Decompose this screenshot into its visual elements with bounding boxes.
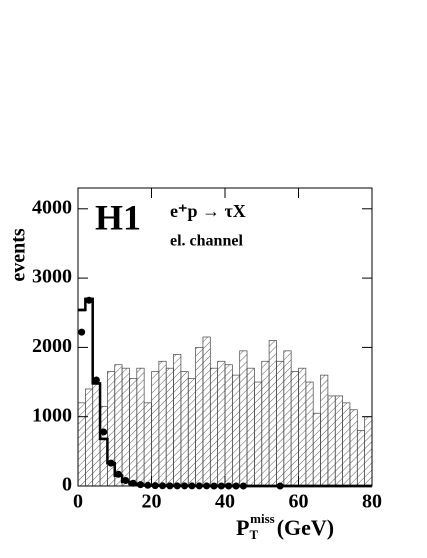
y-axis-label: events — [8, 228, 30, 282]
channel-label: el. channel — [170, 233, 243, 250]
x-tick-label: 40 — [215, 491, 235, 513]
hatched-bar — [246, 367, 255, 487]
data-point — [129, 479, 137, 487]
hatched-bar — [254, 381, 263, 487]
x-label-main: P — [236, 515, 249, 540]
hatched-bar — [202, 336, 211, 487]
data-point — [122, 476, 130, 484]
logo: H1 — [95, 197, 141, 237]
data-point — [92, 376, 100, 384]
x-tick-label: 20 — [142, 491, 162, 513]
hatched-bar — [327, 395, 336, 487]
y-tick-label: 4000 — [32, 196, 72, 218]
y-tick-label: 0 — [62, 474, 72, 496]
hatched-bar — [165, 367, 174, 487]
x-label-sup: miss — [250, 511, 275, 526]
hatched-bar — [121, 367, 130, 487]
hatched-bar — [320, 374, 329, 487]
hatched-bar — [356, 430, 365, 487]
hatched-bar — [349, 409, 358, 487]
hatched-bar — [305, 381, 314, 487]
hatched-bar — [187, 378, 196, 487]
x-axis-label: PTmiss(GeV) — [236, 511, 334, 542]
hatched-bar — [232, 374, 241, 487]
x-tick-label: 80 — [362, 491, 382, 513]
y-tick-label: 3000 — [32, 266, 72, 288]
data-point — [144, 481, 152, 489]
hatched-bar — [180, 371, 189, 487]
hatched-bar — [342, 402, 351, 487]
hatched-bar — [276, 360, 285, 487]
hatched-bar — [261, 360, 270, 487]
data-point — [107, 459, 115, 467]
x-tick-label: 60 — [289, 491, 309, 513]
hatched-bar — [290, 371, 299, 487]
y-tick-label: 1000 — [32, 404, 72, 426]
hatched-bar — [298, 367, 307, 487]
x-tick-label: 0 — [73, 491, 83, 513]
hatched-bar — [195, 347, 204, 487]
hatched-bar — [364, 416, 373, 487]
hatched-bar — [239, 350, 248, 487]
hatched-bar — [268, 340, 277, 487]
hatched-bar — [158, 360, 167, 487]
hatched-bar — [77, 402, 86, 487]
data-point — [85, 296, 93, 304]
hatched-bar — [136, 367, 145, 487]
hatched-bar — [143, 402, 152, 487]
hatched-bar — [84, 388, 94, 487]
hatched-bar — [283, 350, 292, 487]
hatched-bar — [151, 371, 160, 487]
hatched-bar — [209, 367, 219, 487]
hatched-bar — [312, 412, 321, 487]
x-label-sub: T — [249, 527, 258, 542]
plot-area — [77, 296, 373, 490]
data-point — [100, 428, 108, 436]
y-tick-label: 2000 — [32, 335, 72, 357]
data-point — [114, 470, 122, 478]
hatched-bar — [224, 364, 233, 487]
data-point — [78, 328, 86, 336]
data-point — [136, 481, 144, 489]
process-label: e⁺p → τX — [170, 201, 246, 221]
hatched-bar — [173, 353, 182, 487]
x-label-unit: (GeV) — [277, 515, 334, 540]
hatched-bar — [334, 395, 343, 487]
hatched-bar — [129, 378, 138, 487]
hatched-bar — [217, 360, 226, 487]
